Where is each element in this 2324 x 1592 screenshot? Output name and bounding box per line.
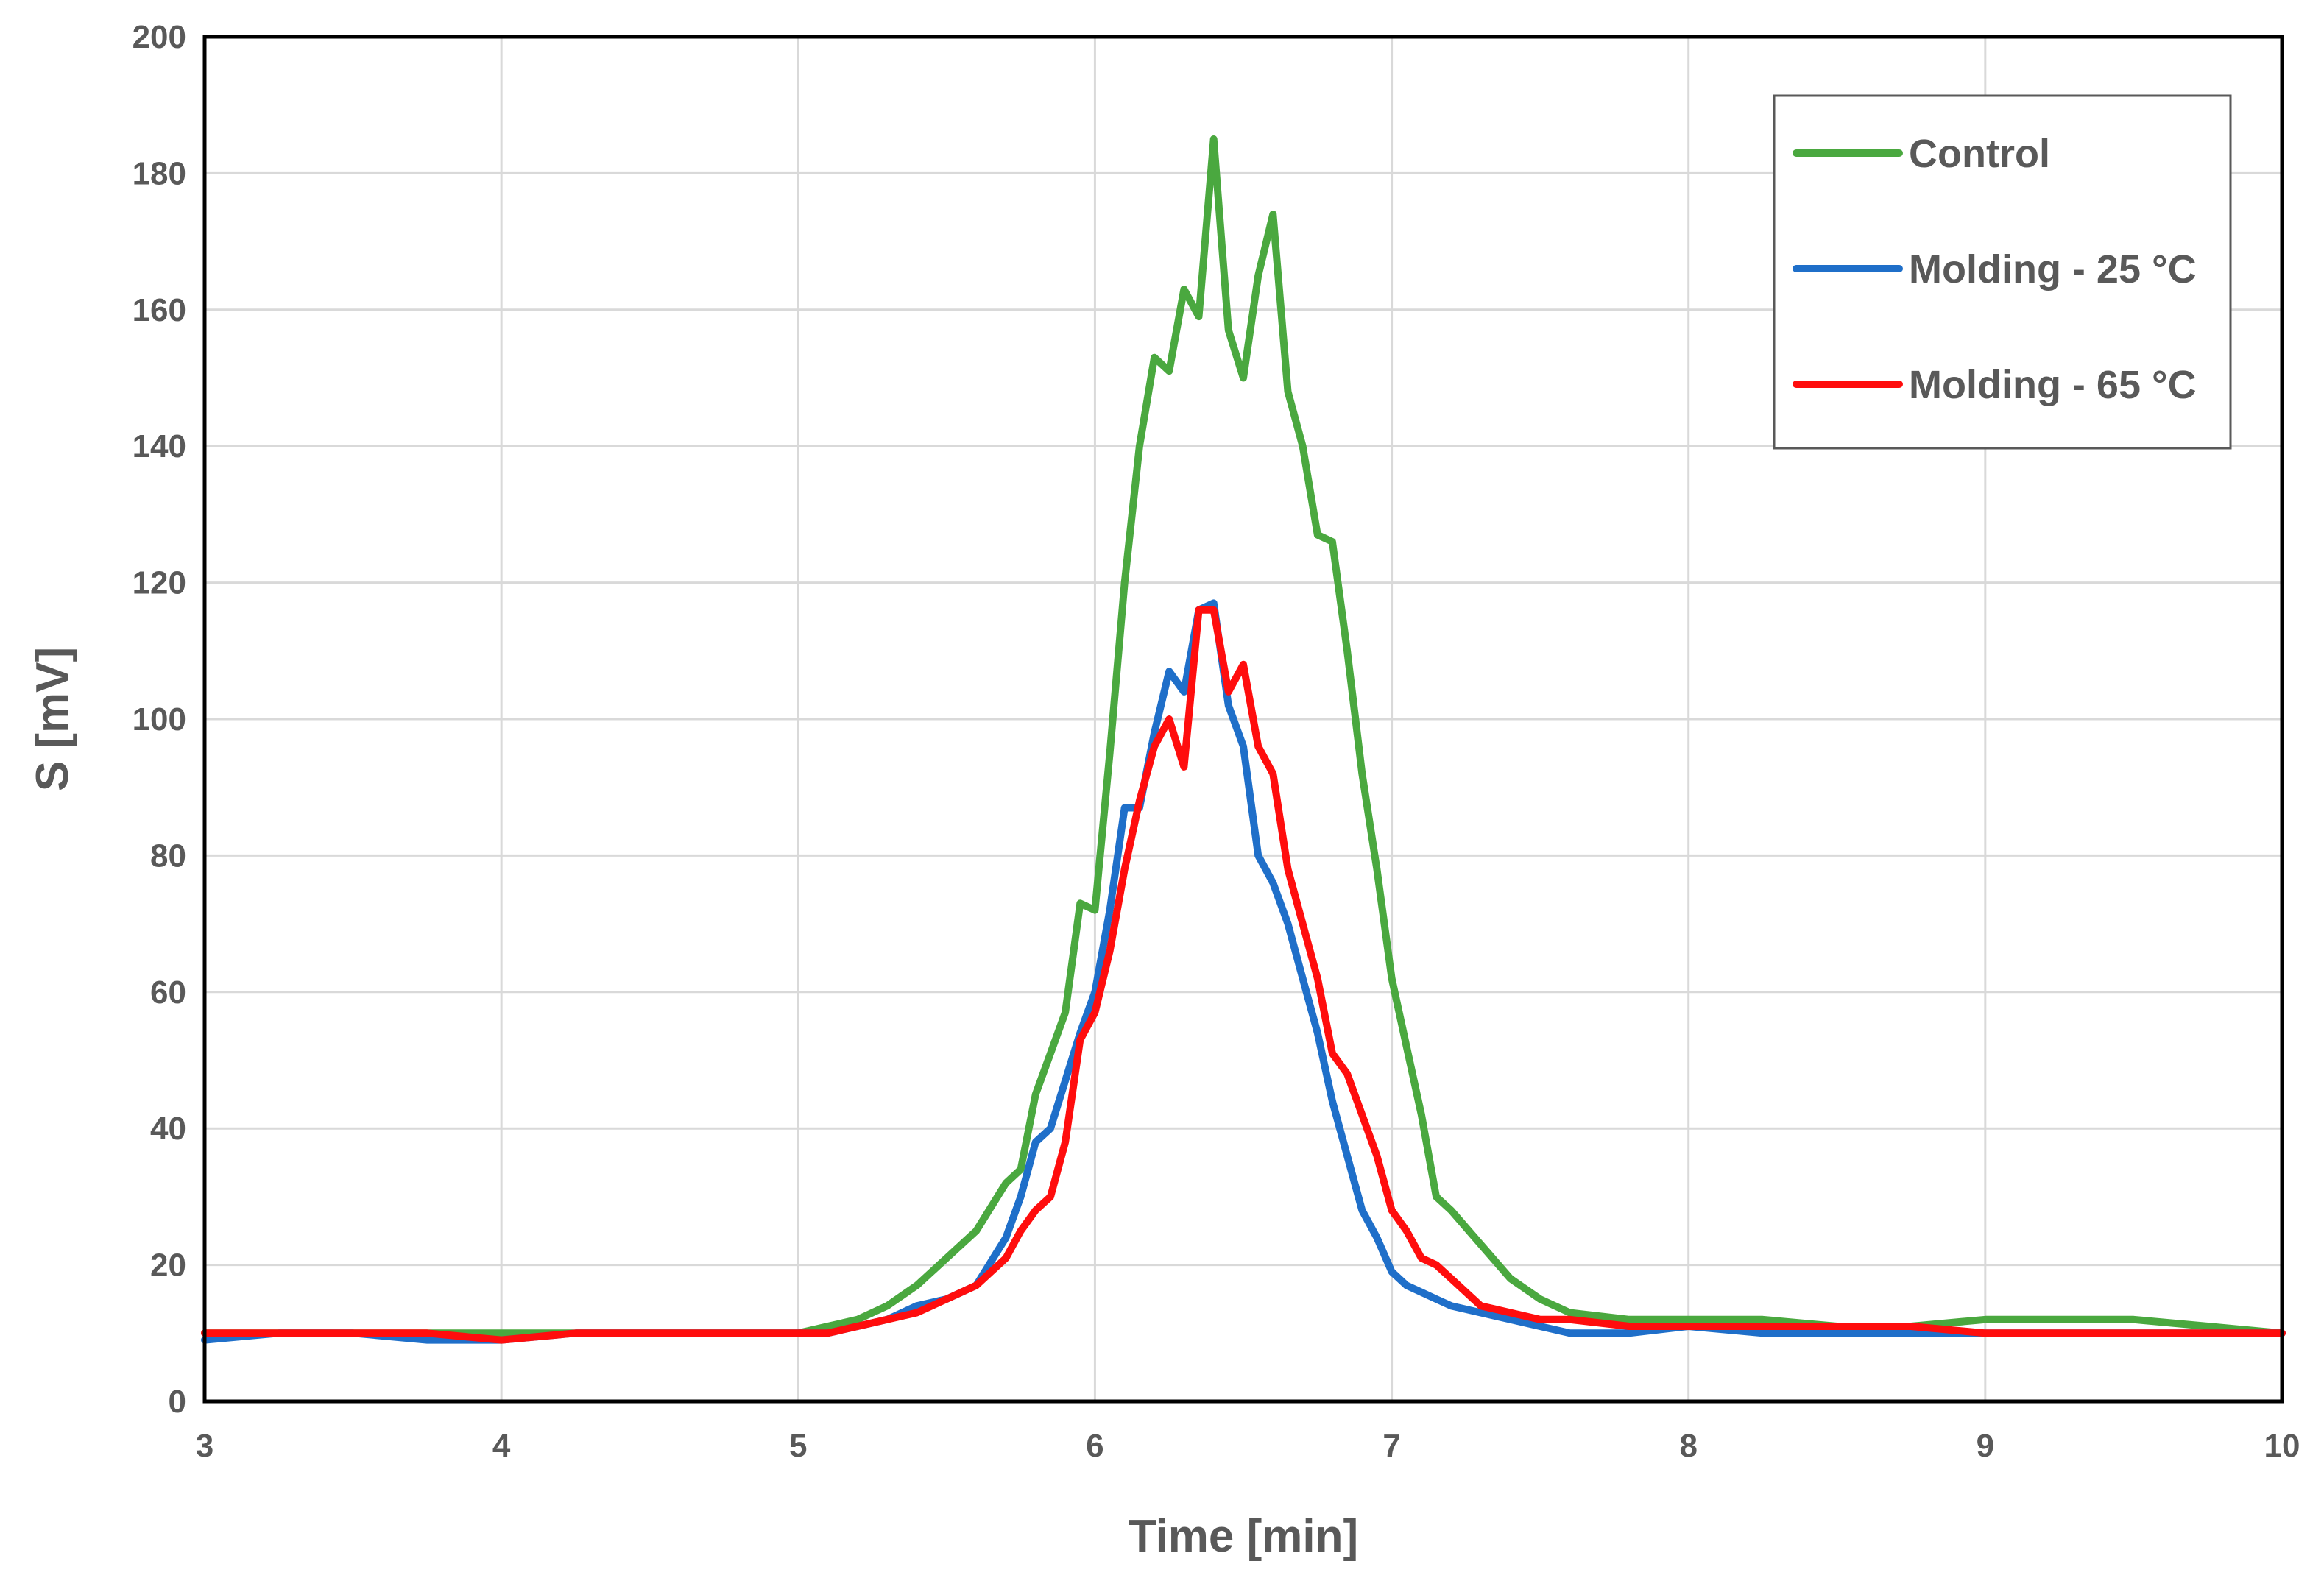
plot-area-border	[202, 35, 2284, 1404]
x-tick-label: 3	[196, 1428, 213, 1464]
series-line-0	[201, 135, 2286, 1337]
legend-label-2: Molding - 65 °C	[1909, 363, 2197, 407]
x-tick-label: 9	[1977, 1428, 1994, 1464]
y-tick-label: 200	[133, 19, 186, 55]
y-axis-title: S [mV]	[27, 647, 78, 791]
legend-label-0: Control	[1909, 132, 2050, 176]
y-tick-label: 60	[150, 974, 186, 1011]
y-tick-label: 40	[150, 1111, 186, 1147]
legend: Control Molding - 25 °C Molding - 65 °C	[1773, 94, 2232, 450]
series-line-2	[201, 606, 2286, 1344]
x-axis-title: Time [min]	[1129, 1511, 1358, 1562]
y-tick-label: 100	[133, 701, 186, 737]
legend-label-1: Molding - 25 °C	[1909, 247, 2197, 291]
y-tick-label: 120	[133, 565, 186, 601]
y-tick-label: 140	[133, 428, 186, 464]
y-tick-label: 20	[150, 1248, 186, 1284]
x-tick-label: 7	[1382, 1428, 1400, 1464]
x-tick-label: 4	[492, 1428, 511, 1464]
y-tick-label: 0	[169, 1384, 186, 1420]
x-tick-label: 8	[1679, 1428, 1697, 1464]
x-tick-label: 5	[789, 1428, 807, 1464]
y-tick-label: 180	[133, 155, 186, 191]
x-tick-label: 10	[2264, 1428, 2300, 1464]
y-tick-label: 160	[133, 292, 186, 328]
y-tick-label: 80	[150, 838, 186, 874]
series-lines	[201, 135, 2286, 1344]
x-tick-label: 6	[1086, 1428, 1103, 1464]
